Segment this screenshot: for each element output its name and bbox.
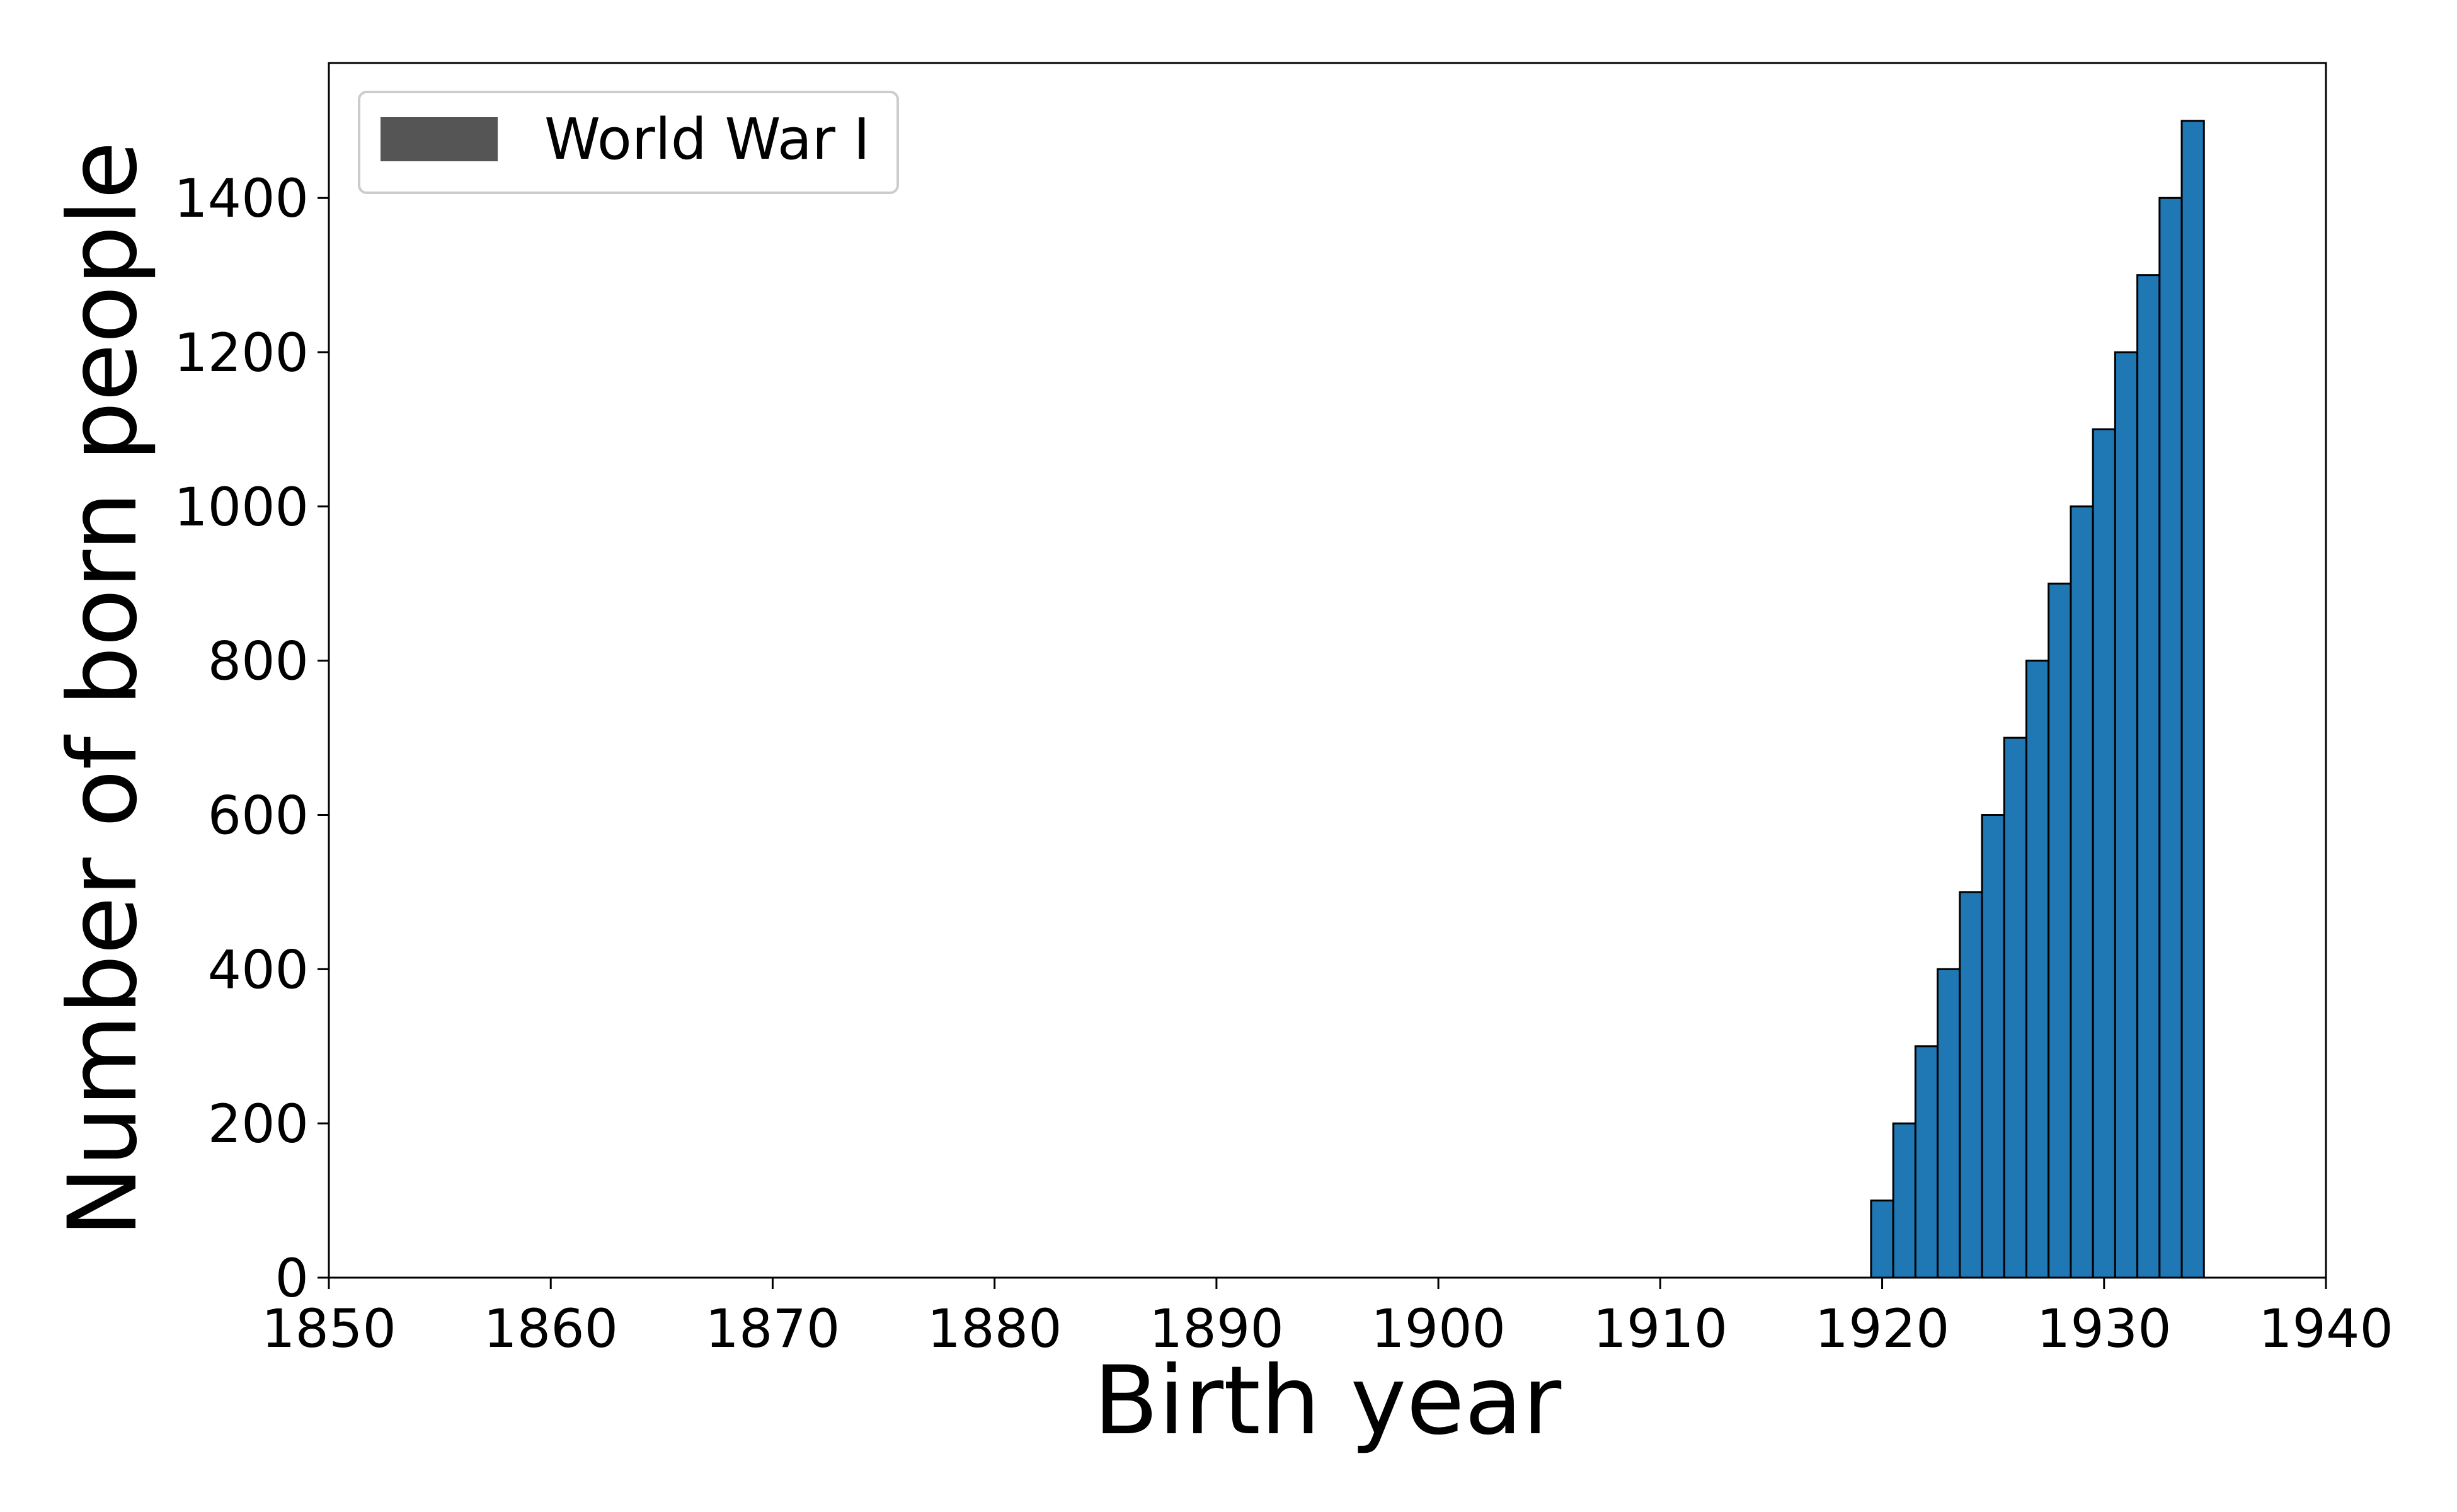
legend-swatch [381, 117, 498, 161]
x-tick-label-1860: 1860 [483, 1298, 618, 1360]
y-tick-label-1000: 1000 [174, 476, 309, 538]
legend-label: World War I [544, 106, 870, 173]
bar-1925 [1981, 814, 2005, 1279]
legend: World War I [358, 91, 899, 194]
y-tick-label-0: 0 [275, 1247, 309, 1309]
x-tick-label-1910: 1910 [1593, 1298, 1727, 1360]
y-tick-label-400: 400 [208, 939, 309, 1000]
bar-1932 [2136, 274, 2161, 1279]
bar-1923 [1937, 968, 1961, 1279]
x-tick-label-1850: 1850 [261, 1298, 396, 1360]
plot-frame [328, 62, 2327, 1279]
bar-1927 [2025, 660, 2050, 1279]
y-axis-ticks: 0 200 400 600 800 1000 1200 1400 [174, 168, 329, 1309]
y-axis-title: Number of born people [49, 141, 158, 1237]
bar-1933 [2158, 197, 2183, 1279]
x-tick-label-1870: 1870 [706, 1298, 840, 1360]
bars [1870, 120, 2205, 1279]
x-axis-ticks: 1850 1860 1870 1880 1890 1900 1910 1920 1930 1940 [261, 1278, 2393, 1360]
bar-1924 [1959, 891, 1983, 1279]
y-tick-label-200: 200 [208, 1093, 309, 1155]
x-axis-title: Birth year [1094, 1346, 1562, 1456]
bar-1922 [1914, 1045, 1939, 1279]
bar-1931 [2114, 351, 2139, 1279]
y-tick-label-1200: 1200 [174, 322, 309, 384]
bar-1921 [1892, 1122, 1916, 1279]
x-tick-label-1940: 1940 [2259, 1298, 2393, 1360]
x-tick-label-1930: 1930 [2037, 1298, 2172, 1360]
x-tick-label-1920: 1920 [1815, 1298, 1950, 1360]
bar-1930 [2092, 428, 2116, 1279]
x-tick-label-1900: 1900 [1371, 1298, 1506, 1360]
x-tick-label-1880: 1880 [927, 1298, 1062, 1360]
bar-1934 [2180, 120, 2205, 1279]
bar-1920 [1870, 1200, 1894, 1279]
bar-1929 [2070, 505, 2094, 1279]
bar-1926 [2003, 736, 2028, 1279]
y-tick-label-1400: 1400 [174, 168, 309, 229]
x-tick-label-1890: 1890 [1149, 1298, 1284, 1360]
y-tick-label-800: 800 [208, 631, 309, 692]
y-tick-label-600: 600 [208, 785, 309, 847]
bar-1928 [2048, 582, 2072, 1279]
